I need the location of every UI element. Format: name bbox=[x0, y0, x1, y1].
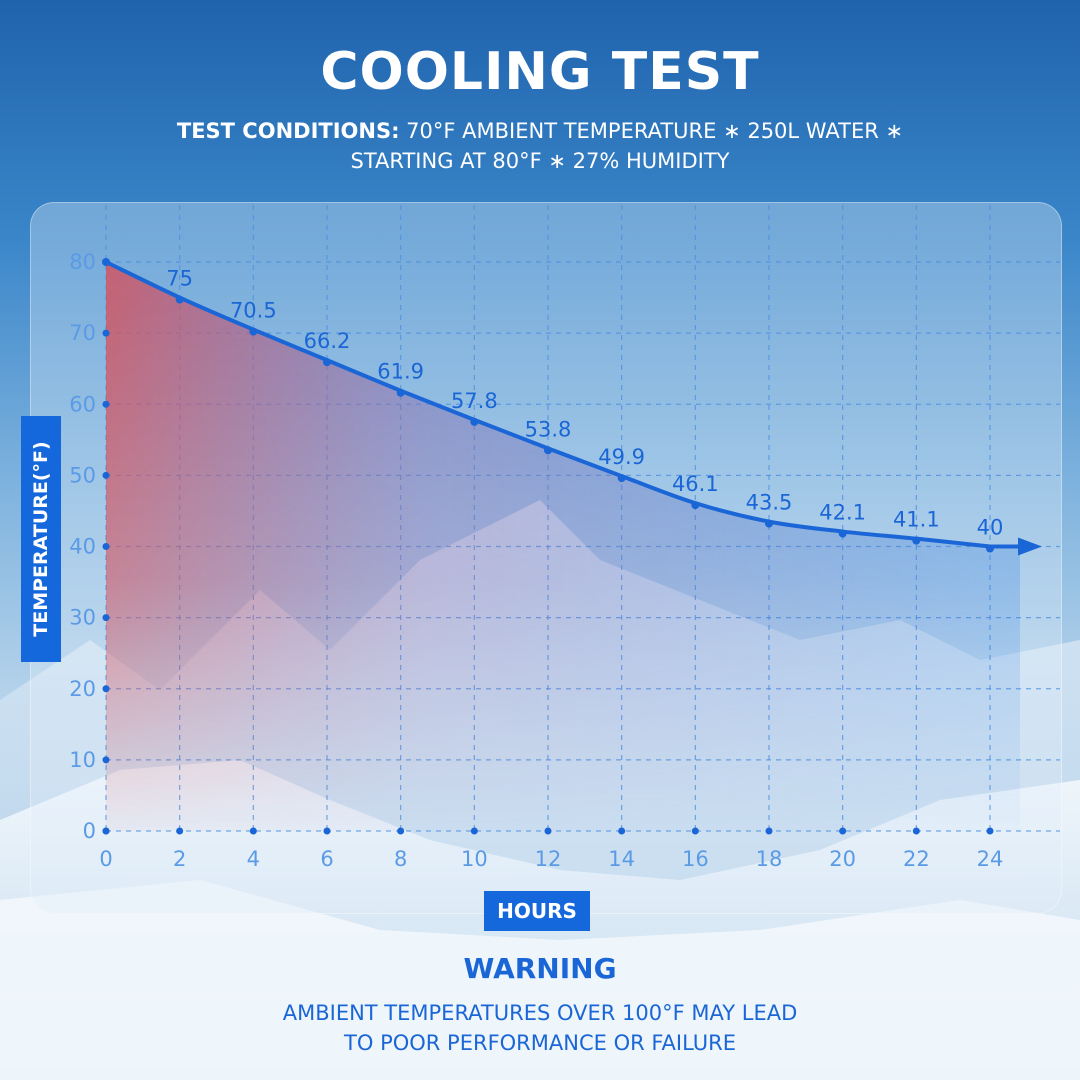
y-tick-dot bbox=[102, 329, 110, 337]
x-tick-dot bbox=[323, 827, 331, 835]
data-point bbox=[691, 501, 700, 510]
y-tick-label: 60 bbox=[69, 392, 96, 416]
x-tick-label: 18 bbox=[756, 847, 783, 871]
y-tick-dot bbox=[102, 471, 110, 479]
data-label: 57.8 bbox=[451, 389, 498, 413]
data-point bbox=[838, 529, 847, 538]
data-label: 70.5 bbox=[230, 299, 277, 323]
x-tick-label: 16 bbox=[682, 847, 709, 871]
y-tick-dot bbox=[102, 543, 110, 550]
x-tick-label: 4 bbox=[247, 847, 260, 871]
data-point bbox=[249, 327, 258, 336]
y-axis-label: TEMPERATURE(°F) bbox=[30, 441, 52, 637]
data-labels: 75 70.5 66.2 61.9 57.8 53.8 49.9 46.1 43.5 42.1 41… bbox=[166, 267, 1003, 540]
data-label: 40 bbox=[977, 516, 1004, 540]
x-axis-label: HOURS bbox=[484, 891, 590, 931]
data-point bbox=[986, 544, 994, 553]
x-tick-label: 10 bbox=[461, 847, 488, 871]
x-tick-dot bbox=[691, 827, 699, 835]
x-tick-label: 12 bbox=[535, 847, 562, 871]
x-tick-dot bbox=[176, 827, 184, 835]
y-tick-label: 10 bbox=[69, 748, 96, 772]
data-point bbox=[396, 388, 405, 397]
data-label: 75 bbox=[166, 267, 193, 291]
x-tick-dot bbox=[765, 827, 773, 835]
x-tick-dot bbox=[249, 827, 257, 835]
data-label: 53.8 bbox=[525, 417, 572, 441]
x-tick-label: 2 bbox=[173, 847, 186, 871]
test-conditions-lead: TEST CONDITIONS: bbox=[176, 119, 400, 143]
x-tick-dot bbox=[544, 827, 552, 835]
x-tick-label: 0 bbox=[99, 847, 112, 871]
data-label: 61.9 bbox=[377, 360, 424, 384]
snow-ridges bbox=[0, 880, 1080, 1080]
x-tick-dot bbox=[912, 827, 920, 835]
x-tick-dot bbox=[618, 827, 626, 835]
warning-line-2: TO POOR PERFORMANCE OR FAILURE bbox=[344, 1031, 736, 1055]
data-label: 42.1 bbox=[819, 501, 866, 525]
y-tick-dot bbox=[102, 614, 110, 622]
test-conditions-line-2: STARTING AT 80°F ∗ 27% HUMIDITY bbox=[350, 149, 730, 173]
x-tick-label: 14 bbox=[608, 847, 635, 871]
data-point bbox=[617, 474, 626, 483]
data-point bbox=[912, 536, 921, 545]
x-tick-dot bbox=[397, 827, 405, 835]
y-tick-label: 80 bbox=[69, 250, 96, 274]
data-point bbox=[175, 295, 184, 304]
data-point bbox=[323, 358, 331, 367]
y-tick-label: 0 bbox=[83, 819, 96, 843]
y-tick-dot bbox=[102, 827, 110, 835]
y-tick-label: 50 bbox=[69, 463, 96, 487]
x-tick-label: 22 bbox=[903, 847, 930, 871]
page-title: COOLING TEST bbox=[320, 42, 760, 102]
y-tick-dot bbox=[102, 400, 110, 408]
y-tick-dot bbox=[102, 685, 110, 693]
data-points bbox=[102, 258, 994, 553]
y-tick-label: 40 bbox=[69, 535, 96, 559]
x-tick-label: 8 bbox=[394, 847, 407, 871]
data-point bbox=[102, 258, 110, 266]
y-tick-label: 20 bbox=[69, 677, 96, 701]
x-tick-dot bbox=[839, 827, 847, 835]
test-conditions-text-1: 70°F AMBIENT TEMPERATURE ∗ 250L WATER ∗ bbox=[406, 119, 904, 143]
data-label: 66.2 bbox=[304, 329, 351, 353]
data-label: 46.1 bbox=[672, 472, 719, 496]
data-label: 41.1 bbox=[893, 508, 940, 532]
y-tick-label: 70 bbox=[69, 321, 96, 345]
test-conditions-line-1: TEST CONDITIONS: 70°F AMBIENT TEMPERATUR… bbox=[120, 116, 960, 146]
warning-text: AMBIENT TEMPERATURES OVER 100°F MAY LEAD… bbox=[140, 998, 940, 1058]
data-label: 49.9 bbox=[598, 445, 645, 469]
y-tick-dot bbox=[102, 756, 110, 764]
warning-line-1: AMBIENT TEMPERATURES OVER 100°F MAY LEAD bbox=[282, 1001, 798, 1025]
x-tick-label: 20 bbox=[829, 847, 856, 871]
data-point bbox=[765, 519, 773, 528]
test-conditions: TEST CONDITIONS: 70°F AMBIENT TEMPERATUR… bbox=[120, 116, 960, 176]
curve-arrow-icon bbox=[1018, 537, 1042, 556]
x-tick-label: 6 bbox=[320, 847, 333, 871]
data-point bbox=[544, 446, 552, 455]
x-tick-dot bbox=[986, 827, 994, 835]
area-under-curve bbox=[106, 262, 1020, 831]
y-axis-label-box bbox=[21, 416, 61, 662]
warning-title: WARNING bbox=[463, 952, 617, 985]
x-tick-dot bbox=[470, 827, 478, 835]
x-tick-label: 24 bbox=[977, 847, 1004, 871]
data-point bbox=[470, 417, 479, 426]
y-tick-label: 30 bbox=[69, 606, 96, 630]
data-label: 43.5 bbox=[746, 491, 793, 515]
